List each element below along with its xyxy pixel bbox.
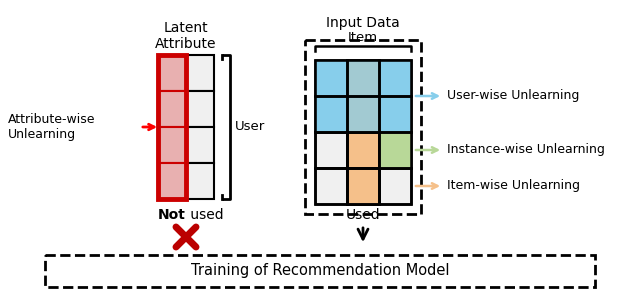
Text: Not: Not: [158, 208, 186, 222]
Bar: [379, 60, 411, 96]
Bar: [347, 96, 379, 132]
Bar: [347, 60, 379, 96]
Bar: [315, 168, 347, 204]
Bar: [347, 60, 379, 96]
Text: Training of Recommendation Model: Training of Recommendation Model: [191, 264, 449, 278]
Bar: [158, 91, 186, 127]
Bar: [186, 91, 214, 127]
Bar: [379, 96, 411, 132]
Text: Latent
Attribute: Latent Attribute: [156, 21, 217, 51]
Text: User-wise Unlearning: User-wise Unlearning: [447, 90, 579, 103]
Bar: [347, 96, 379, 132]
Bar: [305, 40, 421, 214]
Bar: [315, 168, 347, 204]
Bar: [315, 96, 347, 132]
Bar: [315, 132, 347, 168]
Bar: [347, 132, 379, 168]
Bar: [186, 55, 214, 91]
Bar: [45, 255, 595, 287]
Bar: [379, 132, 411, 168]
Text: Instance-wise Unlearning: Instance-wise Unlearning: [447, 144, 605, 156]
Bar: [379, 132, 411, 168]
Bar: [158, 127, 186, 163]
Bar: [347, 168, 379, 204]
Bar: [379, 96, 411, 132]
Text: used: used: [186, 208, 223, 222]
Bar: [315, 60, 347, 96]
Bar: [158, 163, 186, 199]
Text: Input Data: Input Data: [326, 16, 400, 30]
Bar: [186, 127, 214, 163]
Text: User: User: [235, 120, 265, 133]
Bar: [347, 168, 379, 204]
Bar: [315, 60, 411, 132]
Bar: [186, 163, 214, 199]
Bar: [315, 60, 347, 96]
Bar: [347, 60, 379, 96]
Bar: [158, 55, 186, 199]
Text: Used: Used: [346, 208, 380, 222]
Bar: [379, 60, 411, 96]
Text: Item: Item: [348, 31, 378, 44]
Bar: [158, 55, 186, 91]
Bar: [379, 168, 411, 204]
Bar: [347, 132, 379, 168]
Text: Attribute-wise
Unlearning: Attribute-wise Unlearning: [8, 113, 95, 141]
Bar: [315, 96, 347, 132]
Text: Item-wise Unlearning: Item-wise Unlearning: [447, 180, 580, 192]
Bar: [315, 132, 347, 168]
Bar: [347, 168, 379, 204]
Bar: [347, 96, 379, 132]
Bar: [379, 168, 411, 204]
Bar: [347, 132, 379, 168]
Bar: [379, 132, 411, 168]
